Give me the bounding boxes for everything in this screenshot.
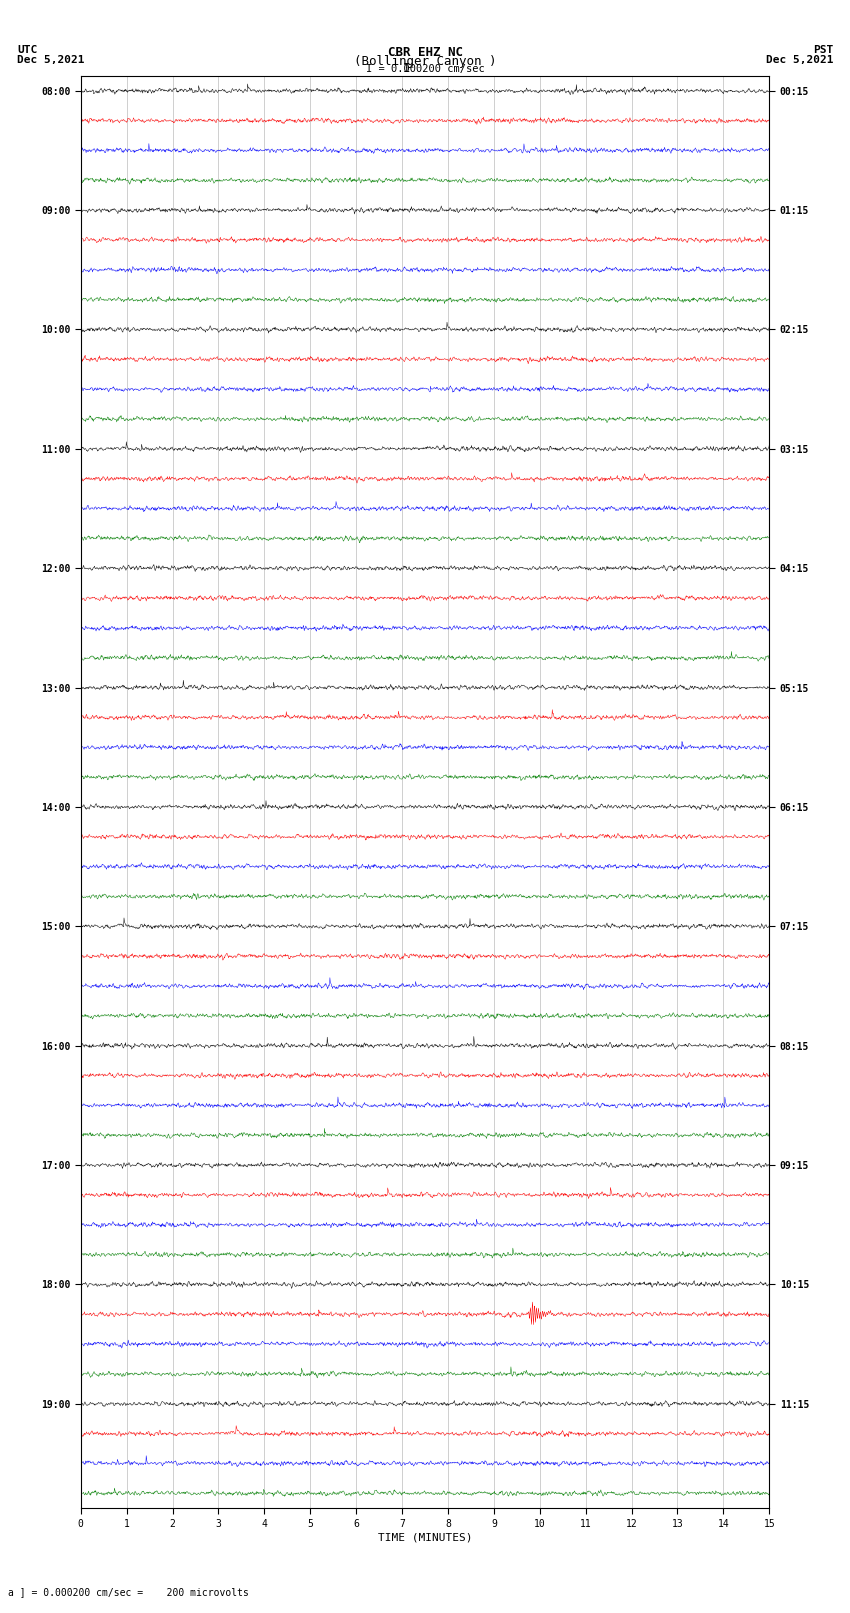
Text: CBR EHZ NC: CBR EHZ NC: [388, 45, 462, 60]
Text: UTC: UTC: [17, 45, 37, 55]
Text: I = 0.000200 cm/sec: I = 0.000200 cm/sec: [366, 65, 484, 74]
Text: Dec 5,2021: Dec 5,2021: [17, 55, 84, 65]
Text: (Bollinger Canyon ): (Bollinger Canyon ): [354, 55, 496, 68]
Text: Dec 5,2021: Dec 5,2021: [766, 55, 833, 65]
X-axis label: TIME (MINUTES): TIME (MINUTES): [377, 1532, 473, 1542]
Text: I: I: [403, 63, 410, 76]
Text: PST: PST: [813, 45, 833, 55]
Text: a ] = 0.000200 cm/sec =    200 microvolts: a ] = 0.000200 cm/sec = 200 microvolts: [8, 1587, 249, 1597]
